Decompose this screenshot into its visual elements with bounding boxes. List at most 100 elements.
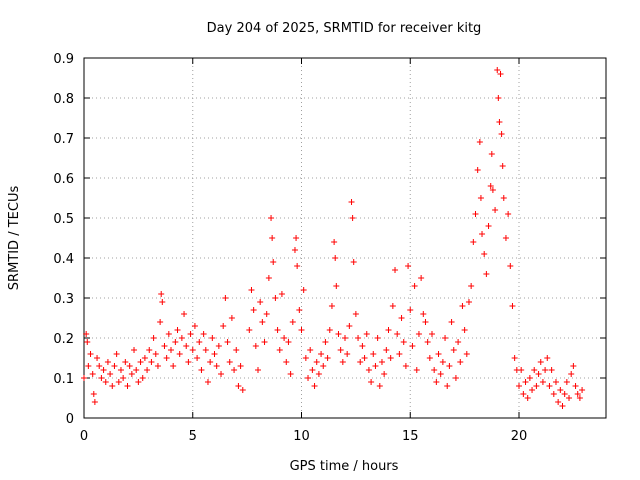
data-point	[328, 303, 335, 309]
data-point	[398, 315, 405, 321]
data-point	[81, 375, 87, 381]
x-axis-ticks: 0 5 10 15 20	[80, 58, 527, 444]
data-point	[139, 375, 146, 381]
data-point	[291, 247, 298, 253]
data-point	[122, 359, 129, 365]
data-point	[222, 295, 229, 301]
data-point	[426, 355, 433, 361]
data-point	[274, 327, 281, 333]
data-point	[183, 343, 190, 349]
data-point	[481, 251, 488, 257]
y-tick-label: 0.3	[53, 292, 74, 307]
data-point	[283, 359, 290, 365]
data-point	[537, 359, 544, 365]
data-point	[181, 311, 188, 317]
data-point	[374, 335, 381, 341]
data-point	[154, 363, 161, 369]
data-point	[128, 371, 135, 377]
x-tick-label: 10	[293, 429, 310, 444]
y-tick-label: 0.4	[53, 252, 74, 267]
data-point	[505, 211, 512, 217]
data-point	[296, 307, 303, 313]
data-point	[307, 347, 314, 353]
data-point	[159, 299, 166, 305]
y-tick-label: 0.5	[53, 212, 74, 227]
data-point	[157, 319, 164, 325]
x-axis-label: GPS time / hours	[290, 459, 399, 474]
data-point	[474, 167, 481, 173]
data-point	[111, 363, 118, 369]
data-point	[150, 335, 157, 341]
data-point	[349, 215, 356, 221]
data-point	[261, 339, 268, 345]
data-point	[257, 299, 264, 305]
data-point	[520, 391, 527, 397]
data-point	[431, 367, 438, 373]
data-point	[207, 359, 214, 365]
data-point	[459, 303, 466, 309]
data-point	[452, 375, 459, 381]
data-point	[107, 371, 114, 377]
data-point	[524, 395, 531, 401]
data-point	[568, 371, 575, 377]
data-point	[332, 255, 339, 261]
data-point	[411, 283, 418, 289]
data-point	[220, 323, 227, 329]
data-point	[342, 335, 348, 341]
data-point	[133, 367, 140, 373]
data-point	[233, 347, 240, 353]
data-point	[313, 359, 320, 365]
data-point	[444, 383, 451, 389]
data-point	[239, 387, 246, 393]
data-point	[269, 235, 276, 241]
data-point	[415, 331, 422, 337]
data-point	[455, 339, 462, 345]
y-tick-label: 0	[66, 412, 74, 427]
data-point	[102, 379, 109, 385]
data-point	[470, 239, 477, 245]
data-point	[361, 355, 368, 361]
data-point	[365, 367, 372, 373]
data-point	[461, 327, 468, 333]
data-point	[344, 351, 351, 357]
data-point	[276, 347, 283, 353]
data-point	[576, 395, 583, 401]
data-point	[544, 355, 551, 361]
data-point	[117, 367, 124, 373]
data-point	[435, 351, 442, 357]
data-point	[420, 311, 427, 317]
data-point	[237, 363, 244, 369]
data-point	[248, 287, 255, 293]
data-point	[226, 359, 233, 365]
data-point	[259, 319, 266, 325]
data-point	[346, 323, 353, 329]
data-point	[94, 355, 101, 361]
data-point	[574, 391, 581, 397]
data-point	[407, 307, 414, 313]
data-point	[389, 303, 396, 309]
data-point	[378, 359, 385, 365]
data-point	[189, 347, 196, 353]
data-point	[289, 319, 296, 325]
data-point	[90, 391, 97, 397]
data-point	[409, 343, 416, 349]
data-point	[278, 291, 285, 297]
data-point	[492, 207, 499, 213]
data-point	[509, 303, 516, 309]
data-point	[488, 151, 495, 157]
data-point	[526, 375, 533, 381]
x-tick-label: 15	[402, 429, 419, 444]
data-point	[496, 119, 503, 125]
data-point	[489, 187, 496, 193]
data-point	[400, 339, 407, 345]
data-point	[176, 351, 183, 357]
data-point	[533, 383, 540, 389]
x-tick-label: 20	[511, 429, 528, 444]
data-point	[161, 343, 168, 349]
data-point	[339, 359, 346, 365]
data-point	[194, 355, 201, 361]
data-point	[309, 367, 316, 373]
data-point	[550, 391, 557, 397]
data-points	[81, 67, 586, 409]
data-point	[348, 199, 355, 205]
